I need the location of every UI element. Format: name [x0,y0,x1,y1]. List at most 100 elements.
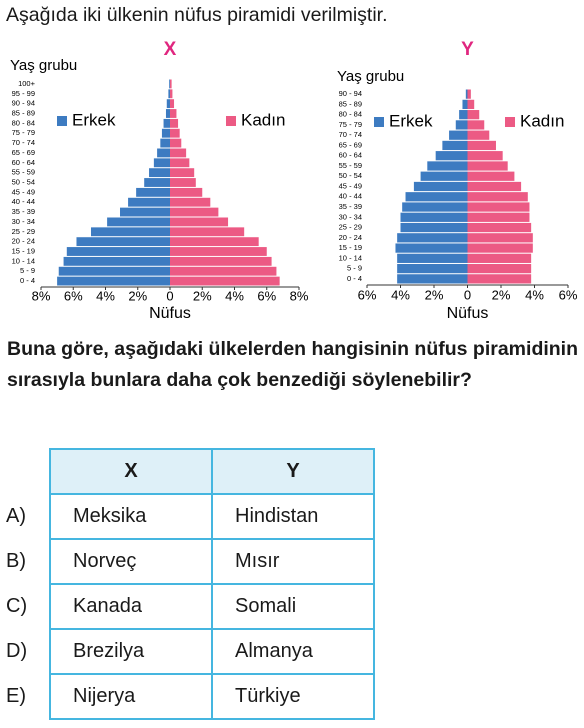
bar [402,202,468,212]
bar [63,256,171,266]
intro-text: Aşağıda iki ülkenin nüfus piramidi veril… [6,4,388,26]
bar [76,237,170,247]
chart-title: X [164,39,177,60]
bar [120,207,170,217]
bar [449,130,468,140]
empty-cell [4,449,50,494]
bar [467,181,522,192]
x-tick-label: 6% [257,288,276,303]
y-tick-label: 40 - 44 [12,197,35,206]
country-cell: Norveç [49,538,213,585]
bar [397,263,468,274]
bar [467,120,485,130]
answer-row: B) Norveç Mısır [4,538,375,585]
bar [467,151,503,161]
bar [170,168,195,178]
bar [170,109,177,118]
y-tick-label: 25 - 29 [339,223,362,232]
y-tick-label: 30 - 34 [339,212,362,221]
y-tick-label: 15 - 19 [12,246,35,255]
y-axis-label: Yaş grubu [10,57,77,74]
bar [467,130,490,140]
bar [161,128,170,138]
y-tick-label: 0 - 4 [20,276,35,285]
answer-row: C) Kanada Somali [4,583,375,630]
y-tick-label: 90 - 94 [12,99,35,108]
bar [66,247,170,256]
y-tick-label: 70 - 74 [12,138,35,147]
chart-title: Y [461,39,474,60]
x-tick-label: 0 [166,288,173,303]
bar [442,140,468,151]
bar [170,256,272,266]
bar [467,89,471,99]
y-tick-label: 45 - 49 [339,181,362,190]
country-cell: Somali [211,583,375,630]
x-tick-label: 6% [559,287,578,302]
bar [467,233,533,243]
y-tick-label: 5 - 9 [20,266,35,275]
y-tick-label: 60 - 64 [339,151,362,160]
bar [413,181,468,192]
bar [170,217,229,227]
bar [420,171,468,181]
bar [170,227,245,237]
legend-label: Kadın [241,110,285,129]
country-cell: Türkiye [211,673,375,720]
bar [170,138,182,148]
country-cell: Nijerya [49,673,213,720]
bar [168,89,170,99]
y-tick-label: 80 - 84 [12,118,35,127]
legend-swatch [57,116,67,126]
legend-label: Erkek [72,110,116,129]
x-tick-label: 6% [64,288,83,303]
y-tick-label: 0 - 4 [347,274,362,283]
y-tick-label: 100+ [18,79,36,88]
bar [170,237,259,247]
bar [165,109,170,118]
bar [157,148,170,158]
bar [467,202,530,212]
bar [397,274,468,284]
bar [170,79,172,89]
bar [459,110,468,120]
bar [400,212,468,222]
bar [395,243,468,253]
bar [467,274,532,284]
x-tick-label: 2% [193,288,212,303]
legend-swatch [226,116,236,126]
x-tick-label: 8% [290,288,309,303]
y-tick-label: 45 - 49 [12,187,35,196]
bar [163,118,170,128]
header-cell: X [49,448,213,495]
answer-row: E) Nijerya Türkiye [4,673,375,720]
bar [170,89,173,99]
bar [467,192,528,202]
y-tick-label: 70 - 74 [339,130,362,139]
legend-swatch [374,117,384,127]
x-axis-label: Nüfus [149,305,191,322]
bar [467,161,508,171]
country-cell: Almanya [211,628,375,675]
y-tick-label: 10 - 14 [12,256,35,265]
bar [170,276,280,286]
x-tick-label: 2% [128,288,147,303]
bar [465,89,468,99]
bar [397,233,468,243]
bar [467,110,480,120]
y-tick-label: 90 - 94 [339,89,362,98]
y-tick-label: 20 - 24 [339,233,362,242]
answer-table: X Y A) Meksika Hindistan B) Norveç Mısır C) Kan… [4,448,375,720]
header-cell: Y [211,448,375,495]
bar [170,99,175,109]
bar [170,247,267,256]
y-tick-label: 65 - 69 [339,140,362,149]
bar [136,187,170,197]
bar [397,253,468,263]
answer-row: A) Meksika Hindistan [4,493,375,540]
bar [170,187,203,197]
y-tick-label: 55 - 59 [12,168,35,177]
y-tick-label: 80 - 84 [339,110,362,119]
y-tick-label: 5 - 9 [347,264,362,273]
bar [467,263,532,274]
